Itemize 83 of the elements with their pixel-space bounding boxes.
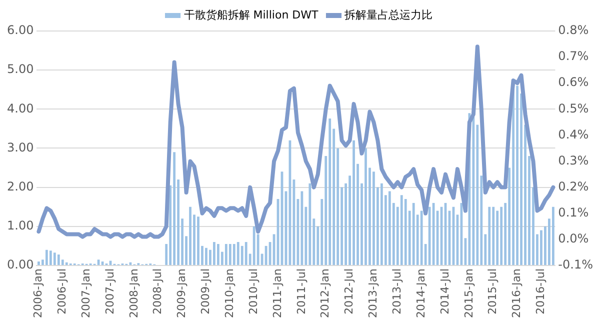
x-tick-label: 2009-Jul bbox=[199, 268, 212, 314]
x-tick-label: 2011-Jul bbox=[294, 268, 308, 314]
y2-tick-label: 0.5% bbox=[558, 101, 589, 116]
bar bbox=[228, 244, 232, 265]
bar bbox=[244, 242, 248, 265]
bar bbox=[57, 254, 60, 265]
bar bbox=[364, 148, 367, 265]
bar bbox=[65, 262, 68, 265]
bar bbox=[45, 250, 48, 265]
bar bbox=[300, 191, 304, 265]
bar bbox=[388, 191, 391, 265]
x-tick-label: 2012-Jul bbox=[342, 268, 356, 314]
bar bbox=[492, 206, 495, 265]
bar bbox=[308, 183, 312, 265]
x-tick-label: 2010-Jan bbox=[223, 268, 236, 318]
bar bbox=[212, 242, 216, 265]
x-tick-label: 2008-Jul bbox=[151, 268, 164, 314]
bar bbox=[224, 244, 228, 265]
x-tick-label: 2011-Jan bbox=[270, 268, 284, 318]
y2-tick-label: 0.0% bbox=[558, 232, 589, 246]
y2-tick-label: -0.1% bbox=[558, 258, 594, 272]
bar bbox=[189, 206, 192, 265]
x-tick-label: 2012-Jan bbox=[318, 268, 332, 318]
bar bbox=[38, 262, 40, 265]
y2-tick-label: 0.8% bbox=[558, 23, 589, 38]
y-tick-label: 0.00 bbox=[7, 258, 34, 272]
bar bbox=[472, 116, 475, 265]
bar bbox=[512, 90, 515, 265]
x-tick-label: 2010-Jul bbox=[246, 268, 260, 314]
x-tick-label: 2015-Jan bbox=[462, 268, 476, 318]
y-tick-label: 4.00 bbox=[7, 101, 34, 116]
bar bbox=[236, 242, 240, 265]
x-tick-label: 2006-Jan bbox=[32, 268, 45, 318]
x-tick-label: 2015-Jul bbox=[486, 268, 500, 314]
bar bbox=[328, 118, 332, 265]
bar bbox=[53, 252, 56, 265]
bar bbox=[232, 244, 236, 265]
bar bbox=[516, 86, 518, 265]
y-tick-label: 6.00 bbox=[7, 23, 34, 38]
legend-label: 拆解量占总运力比 bbox=[344, 8, 433, 22]
bar bbox=[540, 230, 542, 265]
y2-tick-label: 0.1% bbox=[558, 205, 589, 220]
bar bbox=[404, 199, 407, 265]
y-tick-label: 2.00 bbox=[7, 179, 34, 194]
bar bbox=[216, 244, 220, 265]
bar bbox=[240, 246, 244, 265]
bar bbox=[205, 248, 208, 265]
x-tick-label: 2009-Jan bbox=[175, 268, 188, 318]
x-tick-label: 2013-Jan bbox=[366, 268, 380, 318]
bar bbox=[412, 202, 415, 265]
legend-label: 干散货船拆解 Million DWT bbox=[184, 8, 319, 22]
bar bbox=[352, 140, 355, 265]
y2-tick-label: 0.4% bbox=[558, 127, 589, 142]
y-tick-label: 5.00 bbox=[7, 62, 34, 76]
y-tick-label: 1.00 bbox=[7, 218, 34, 233]
bar bbox=[496, 210, 499, 265]
x-tick-label: 2016-Jan bbox=[510, 268, 524, 318]
bar bbox=[252, 226, 256, 265]
y2-tick-label: 0.2% bbox=[558, 179, 589, 194]
bar bbox=[400, 195, 403, 265]
bar bbox=[500, 206, 503, 265]
x-tick-label: 2014-Jul bbox=[438, 268, 452, 314]
bar bbox=[488, 206, 491, 265]
bar bbox=[428, 206, 431, 265]
bar bbox=[380, 183, 383, 265]
y2-tick-label: 0.3% bbox=[558, 153, 589, 168]
bar bbox=[49, 250, 52, 265]
bar bbox=[197, 216, 200, 265]
bar bbox=[552, 206, 554, 265]
x-tick-label: 2013-Jul bbox=[390, 268, 404, 314]
x-tick-label: 2007-Jul bbox=[103, 268, 116, 314]
bar bbox=[129, 262, 132, 265]
bar bbox=[420, 210, 423, 265]
bar bbox=[372, 172, 375, 265]
x-tick-label: 2014-Jan bbox=[414, 268, 428, 318]
x-tick-label: 2016-Jul bbox=[534, 268, 548, 314]
x-tick-label: 2008-Jan bbox=[127, 268, 140, 318]
x-tick-label: 2007-Jan bbox=[79, 268, 92, 318]
bar bbox=[173, 152, 176, 265]
x-tick-label: 2006-Jul bbox=[56, 268, 68, 314]
y-tick-label: 3.00 bbox=[7, 140, 34, 154]
y2-tick-label: 0.7% bbox=[558, 49, 589, 64]
y2-tick-label: 0.6% bbox=[558, 75, 589, 90]
